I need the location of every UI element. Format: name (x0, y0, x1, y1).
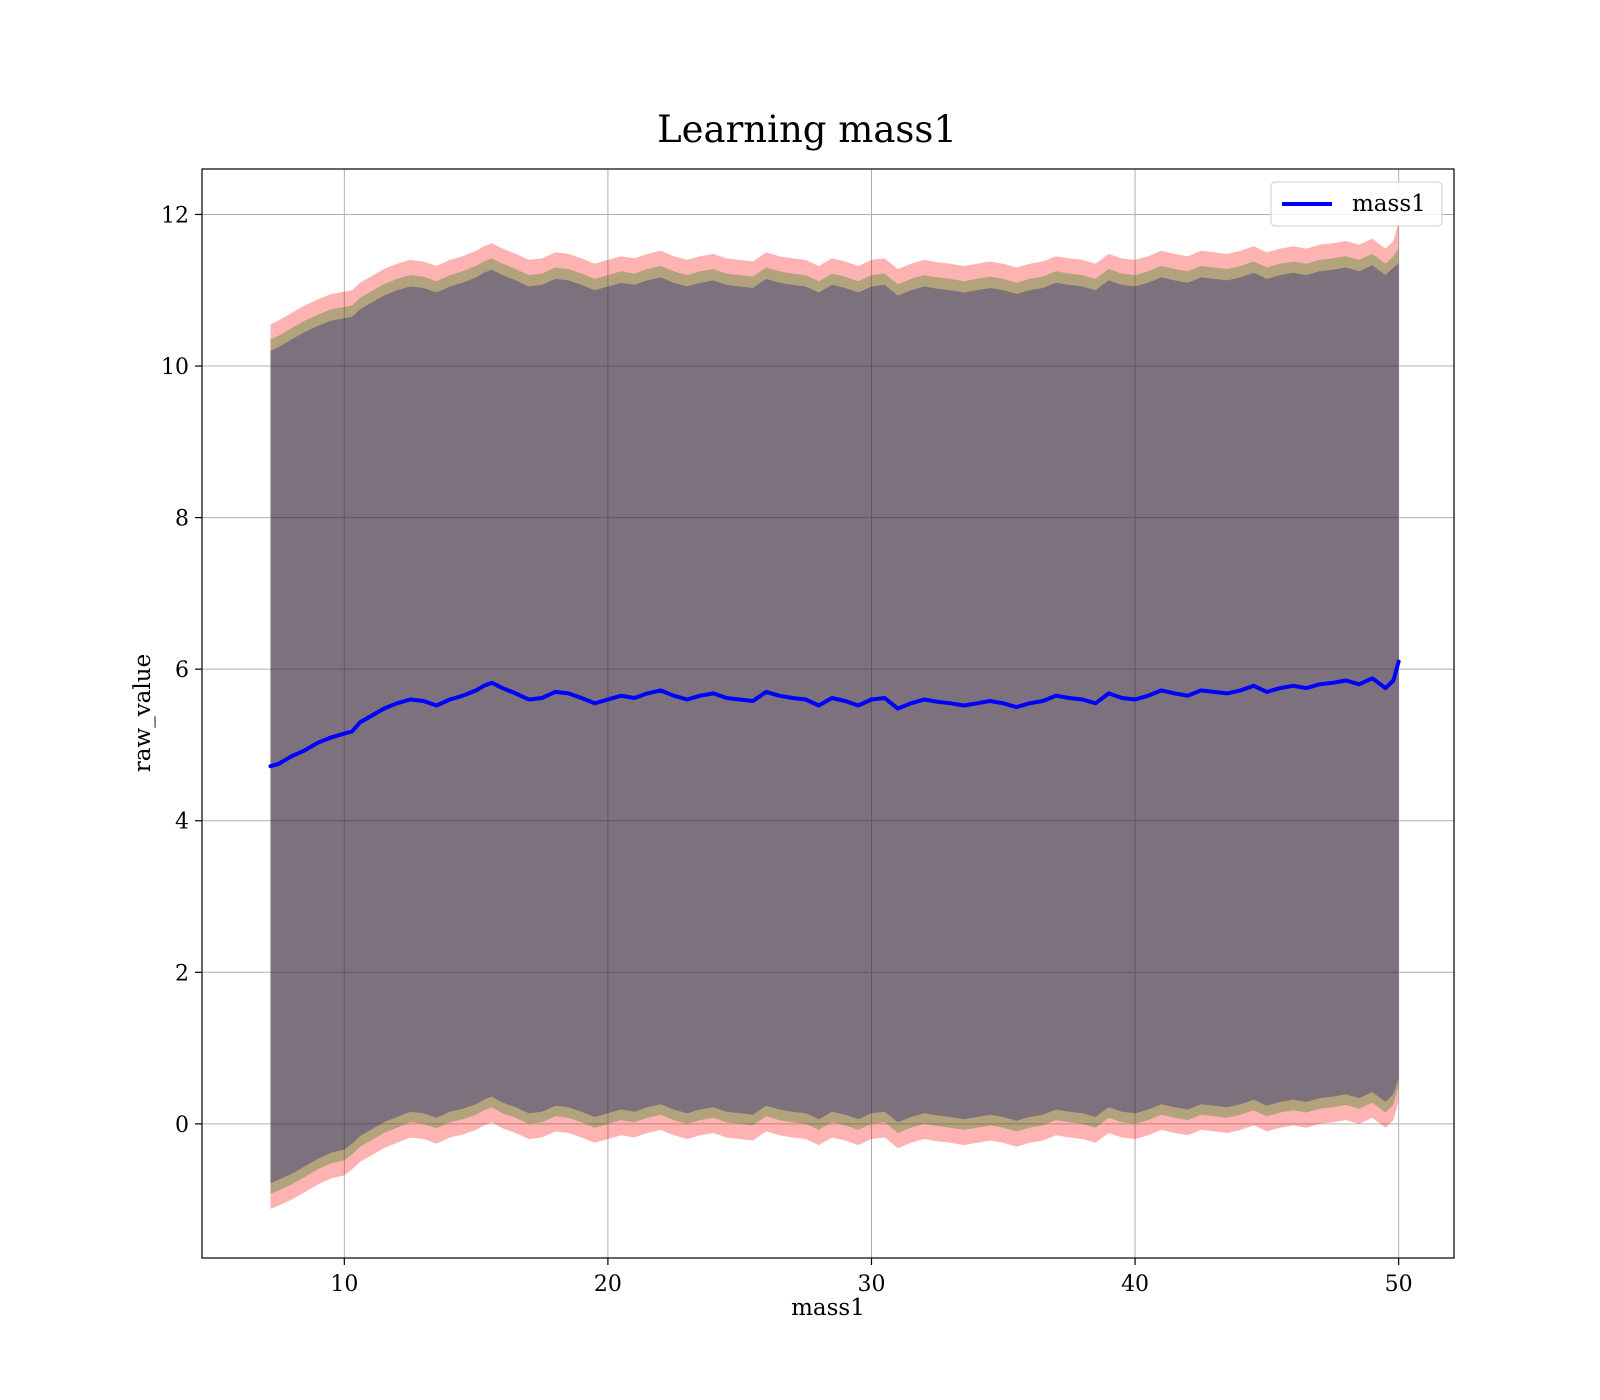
confidence-band-2 (270, 263, 1399, 1183)
plot-background (202, 169, 1454, 1258)
grid-lines (202, 169, 1454, 1258)
x-tick-label: 50 (1385, 1272, 1413, 1297)
y-tick-label: 2 (175, 961, 189, 986)
x-tick-label: 20 (594, 1272, 622, 1297)
y-tick-label: 6 (175, 658, 189, 683)
y-axis-label: raw_value (130, 654, 156, 772)
x-axis-label: mass1 (791, 1295, 865, 1321)
plot-frame (201, 168, 1455, 1259)
chart-title: Learning mass1 (657, 108, 957, 151)
y-axis-ticks: 0 2 4 6 8 10 12 (161, 203, 202, 1138)
legend-label-mass1: mass1 (1352, 191, 1426, 217)
confidence-bands (270, 222, 1399, 1209)
y-tick-label: 4 (175, 810, 189, 835)
legend: mass1 (1270, 181, 1443, 227)
legend-box (1270, 181, 1443, 227)
confidence-band-1 (270, 248, 1399, 1194)
x-axis-ticks: 10 20 30 40 50 (330, 1258, 1413, 1297)
confidence-band-0 (270, 222, 1399, 1209)
x-tick-label: 10 (330, 1272, 358, 1297)
series-line-mass1 (268, 659, 1401, 769)
series-lines (268, 659, 1401, 769)
y-tick-label: 0 (175, 1113, 189, 1138)
x-tick-label: 30 (857, 1272, 885, 1297)
y-tick-label: 10 (161, 355, 189, 380)
y-tick-label: 12 (161, 203, 189, 228)
x-tick-label: 40 (1121, 1272, 1149, 1297)
y-tick-label: 8 (175, 507, 189, 532)
